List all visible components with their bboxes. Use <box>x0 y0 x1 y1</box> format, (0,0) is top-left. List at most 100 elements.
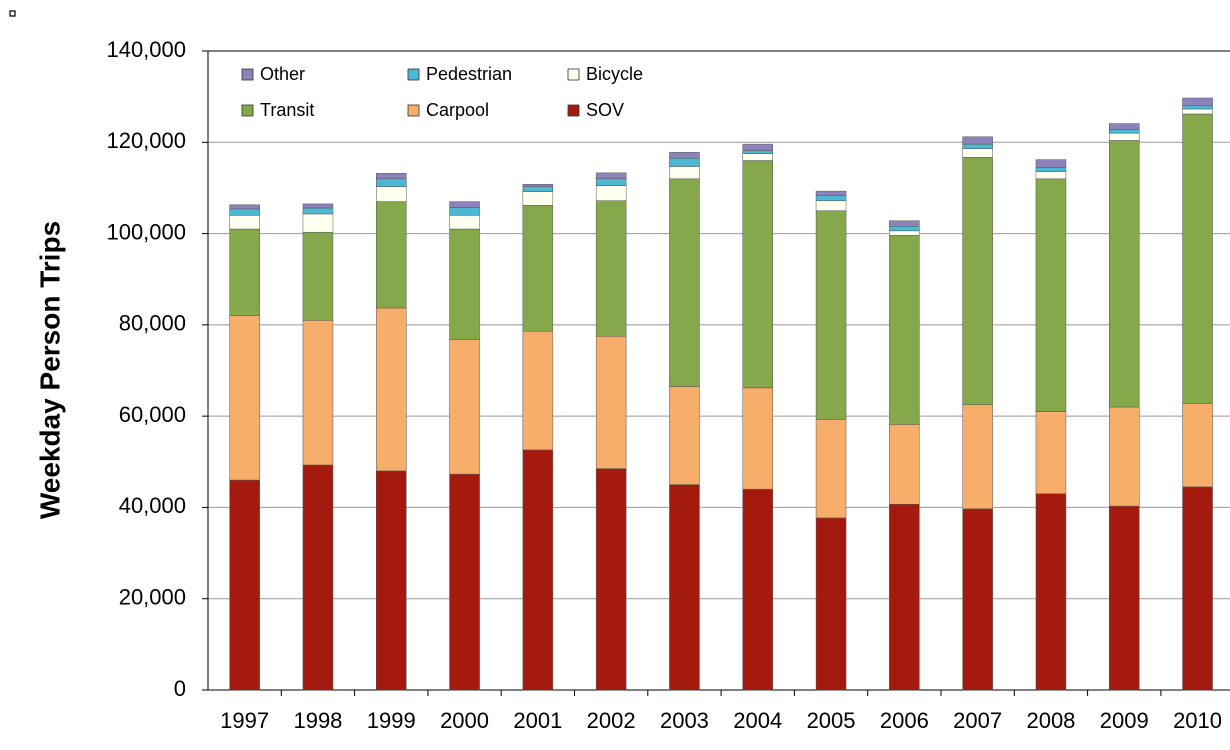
bar-segment <box>595 185 627 201</box>
bar-segment <box>595 178 627 186</box>
bar-segment <box>302 203 334 209</box>
bar-segment <box>742 143 773 151</box>
y-axis-title: Weekday Person Trips <box>34 221 65 519</box>
x-tick-label: 2000 <box>440 708 489 733</box>
bar-segment <box>742 160 773 389</box>
bar-segment <box>229 479 260 691</box>
legend-label: Pedestrian <box>426 64 512 84</box>
bar-segment <box>1035 159 1067 168</box>
x-tick-label: 2003 <box>660 708 709 733</box>
legend-swatch <box>567 104 580 117</box>
bar-segment <box>669 166 700 180</box>
bar-segment <box>449 215 480 230</box>
bar-segment <box>229 208 260 216</box>
bar-segment <box>229 315 260 481</box>
bar-segment <box>376 186 407 202</box>
bar-segment <box>522 330 554 451</box>
bar-segment <box>962 157 993 405</box>
bar-segment <box>815 200 847 212</box>
bar-segment <box>522 449 554 691</box>
bar-segment <box>669 386 700 485</box>
x-tick-label: 2004 <box>733 708 782 733</box>
bar-segment <box>449 201 480 208</box>
y-tick-label: 0 <box>174 676 186 701</box>
bar-segment <box>962 136 993 145</box>
x-tick-label: 2008 <box>1026 708 1075 733</box>
y-tick-label: 140,000 <box>106 37 186 62</box>
bar-segment <box>962 404 993 510</box>
bar-segment <box>669 158 700 167</box>
bar-segment <box>889 220 920 227</box>
y-tick-label: 100,000 <box>106 219 186 244</box>
bar-segment <box>376 173 407 180</box>
bar-segment <box>449 228 480 340</box>
legend-label: SOV <box>586 100 624 120</box>
bar-segment <box>449 473 480 691</box>
bar-segment <box>302 320 334 466</box>
legend-label: Bicycle <box>586 64 643 84</box>
bar-segment <box>1035 411 1067 494</box>
bar-segment <box>595 336 627 469</box>
x-tick-label: 2005 <box>807 708 856 733</box>
bar-segment <box>1109 132 1140 141</box>
bar-segment <box>522 191 554 206</box>
bar-segment <box>889 226 920 232</box>
bar-segment <box>376 307 407 472</box>
bar-segment <box>302 231 334 321</box>
x-tick-label: 2006 <box>880 708 929 733</box>
bar-segment <box>1182 97 1213 107</box>
bar-segment <box>1109 140 1140 408</box>
bar-segment <box>522 205 554 332</box>
bar-segment <box>889 503 920 691</box>
y-tick-label: 40,000 <box>119 493 186 518</box>
bar-segment <box>1182 108 1213 115</box>
bar-segment <box>449 207 480 216</box>
bar-segment <box>1035 167 1067 172</box>
bar-segment <box>889 424 920 505</box>
bar-segment <box>1182 403 1213 488</box>
bar-segment <box>595 468 627 691</box>
y-tick-label: 60,000 <box>119 402 186 427</box>
bar-segment <box>742 153 773 161</box>
bar-segment <box>1109 123 1140 130</box>
bar-segment <box>376 201 407 309</box>
bar-segment <box>1109 129 1140 134</box>
bar-segment <box>962 508 993 691</box>
legend-swatch <box>567 68 580 81</box>
x-tick-label: 2002 <box>587 708 636 733</box>
bar-segment <box>1035 178 1067 412</box>
x-tick-label: 1997 <box>220 708 269 733</box>
x-tick-label: 2007 <box>953 708 1002 733</box>
bar-segment <box>815 190 847 196</box>
bar-segment <box>1035 171 1067 180</box>
bar-segment <box>376 178 407 187</box>
bar-segment <box>815 517 847 691</box>
legend-swatch <box>407 68 420 81</box>
legend-label: Carpool <box>426 100 489 120</box>
bar-segment <box>229 215 260 230</box>
bar-segment <box>962 143 993 149</box>
bar-segment <box>1182 486 1213 691</box>
legend: SOV Carpool Transit Bicycle Pedestrian Other <box>241 64 643 120</box>
x-tick-label: 1998 <box>293 708 342 733</box>
bar-segment <box>815 195 847 201</box>
bar-segment <box>669 152 700 159</box>
corner-marker <box>9 10 16 17</box>
legend-label: Other <box>260 64 305 84</box>
bar-segment <box>302 213 334 233</box>
bar-segment <box>742 150 773 154</box>
x-tick-label: 2009 <box>1100 708 1149 733</box>
bar-segment <box>229 228 260 316</box>
bar-segment <box>229 204 260 210</box>
bar-segment <box>1182 113 1213 404</box>
x-tick-label: 2001 <box>513 708 562 733</box>
bar-segment <box>1109 505 1140 691</box>
bar-segment <box>815 419 847 519</box>
legend-swatch <box>407 104 420 117</box>
x-tick-label: 1999 <box>367 708 416 733</box>
bar-segment <box>302 207 334 215</box>
bar-segment <box>1035 493 1067 691</box>
x-tick-label: 2010 <box>1173 708 1222 733</box>
